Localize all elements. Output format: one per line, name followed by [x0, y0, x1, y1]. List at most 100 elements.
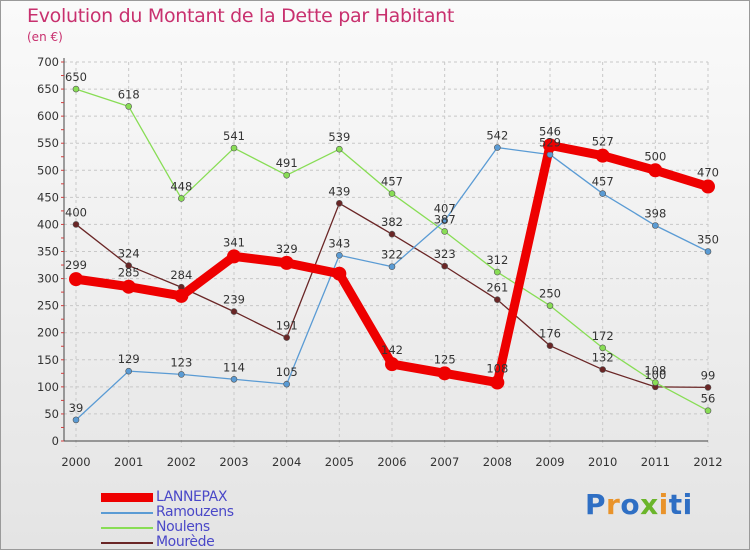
data-label: 457: [381, 175, 403, 189]
data-label: 132: [592, 351, 614, 365]
data-label: 299: [65, 258, 87, 272]
data-point: [332, 266, 347, 281]
data-label: 398: [644, 207, 666, 221]
data-point: [72, 416, 80, 424]
data-label: 261: [486, 281, 508, 295]
data-label: 470: [697, 166, 719, 180]
data-point: [283, 380, 290, 388]
data-label: 650: [65, 70, 87, 84]
legend-label: Noulens: [156, 519, 210, 535]
x-tick-label: 2010: [588, 455, 617, 469]
y-tick-label: 150: [37, 353, 59, 367]
x-tick-label: 2005: [325, 455, 354, 469]
y-tick-label: 400: [37, 217, 59, 231]
data-label: 529: [539, 136, 561, 150]
data-label: 323: [434, 247, 456, 261]
data-label: 324: [118, 247, 140, 261]
data-point: [494, 296, 501, 303]
data-label: 382: [381, 215, 403, 229]
data-label: 542: [486, 129, 508, 143]
data-point: [704, 384, 712, 391]
y-tick-label: 0: [52, 434, 59, 448]
data-label: 114: [223, 360, 245, 374]
data-point: [72, 221, 80, 228]
y-tick-label: 650: [37, 82, 59, 96]
x-tick-label: 2003: [219, 455, 248, 469]
y-tick-label: 600: [37, 109, 59, 123]
chart-title: Evolution du Montant de la Dette par Hab…: [27, 5, 455, 27]
data-label: 541: [223, 129, 245, 143]
data-point: [441, 217, 448, 224]
y-tick-label: 200: [37, 326, 59, 340]
data-point: [437, 366, 452, 381]
data-point: [441, 262, 448, 270]
data-label: 500: [644, 149, 666, 163]
data-label: 125: [434, 352, 456, 366]
x-tick-label: 2012: [693, 455, 722, 469]
legend-swatch: [101, 512, 153, 514]
data-point: [283, 171, 290, 179]
x-tick-label: 2007: [430, 455, 459, 469]
data-point: [701, 179, 715, 194]
data-point: [599, 344, 606, 352]
y-tick-label: 700: [37, 55, 59, 69]
data-label: 491: [276, 156, 298, 170]
data-label: 129: [118, 352, 140, 366]
data-point: [125, 262, 132, 269]
legend-swatch: [101, 493, 153, 502]
data-point: [490, 375, 505, 390]
y-tick-label: 550: [37, 136, 59, 150]
logo-letter: P: [585, 488, 607, 521]
data-label: 343: [328, 236, 350, 250]
axes: 0 50 100 150 200 250 300 350 400 450 500 550 600 650 7…: [37, 55, 723, 469]
data-point: [652, 222, 659, 229]
data-label: 142: [381, 343, 403, 357]
data-point: [704, 248, 712, 255]
data-point: [283, 334, 290, 341]
x-tick-label: 2009: [535, 455, 564, 469]
data-point: [704, 407, 712, 414]
data-point: [595, 148, 610, 163]
data-point: [494, 144, 501, 151]
data-point: [178, 195, 185, 202]
data-labels: 299 285 341 329 142 125 108 546 527 500 470 39 129 12…: [65, 70, 719, 415]
data-label: 56: [701, 392, 716, 406]
data-point: [230, 375, 238, 383]
unit-label: (en €): [27, 30, 63, 44]
data-point: [230, 308, 238, 315]
y-tick-label: 50: [44, 407, 59, 421]
x-tick-label: 2011: [641, 455, 670, 469]
data-label: 448: [170, 179, 192, 193]
data-label: 329: [276, 242, 298, 256]
legend-label: LANNEPAX: [156, 489, 228, 505]
data-point: [336, 251, 343, 259]
x-tick-label: 2002: [167, 455, 196, 469]
data-label: 39: [69, 401, 84, 415]
data-label: 123: [170, 355, 192, 369]
data-label: 387: [434, 212, 456, 226]
data-label: 100: [644, 368, 666, 382]
logo-letter: t: [668, 488, 683, 521]
legend-swatch: [101, 542, 153, 544]
data-point: [336, 145, 343, 153]
y-tick-label: 300: [37, 272, 59, 286]
y-tick-label: 350: [37, 245, 59, 259]
data-point: [174, 288, 189, 303]
x-tick-label: 2004: [272, 455, 301, 469]
data-point: [125, 367, 132, 375]
data-point: [546, 342, 554, 350]
data-point: [648, 163, 663, 178]
data-point: [388, 263, 396, 270]
logo-letter: r: [606, 488, 621, 521]
logo-letter: i: [658, 488, 669, 521]
data-label: 312: [486, 253, 508, 267]
data-label: 108: [644, 364, 666, 378]
data-point: [227, 249, 241, 264]
legend-label: Mourède: [156, 534, 215, 550]
data-label: 250: [539, 287, 561, 301]
data-label: 546: [539, 124, 561, 138]
data-label: 105: [276, 365, 298, 379]
data-label: 322: [381, 248, 403, 262]
data-point: [125, 103, 132, 110]
